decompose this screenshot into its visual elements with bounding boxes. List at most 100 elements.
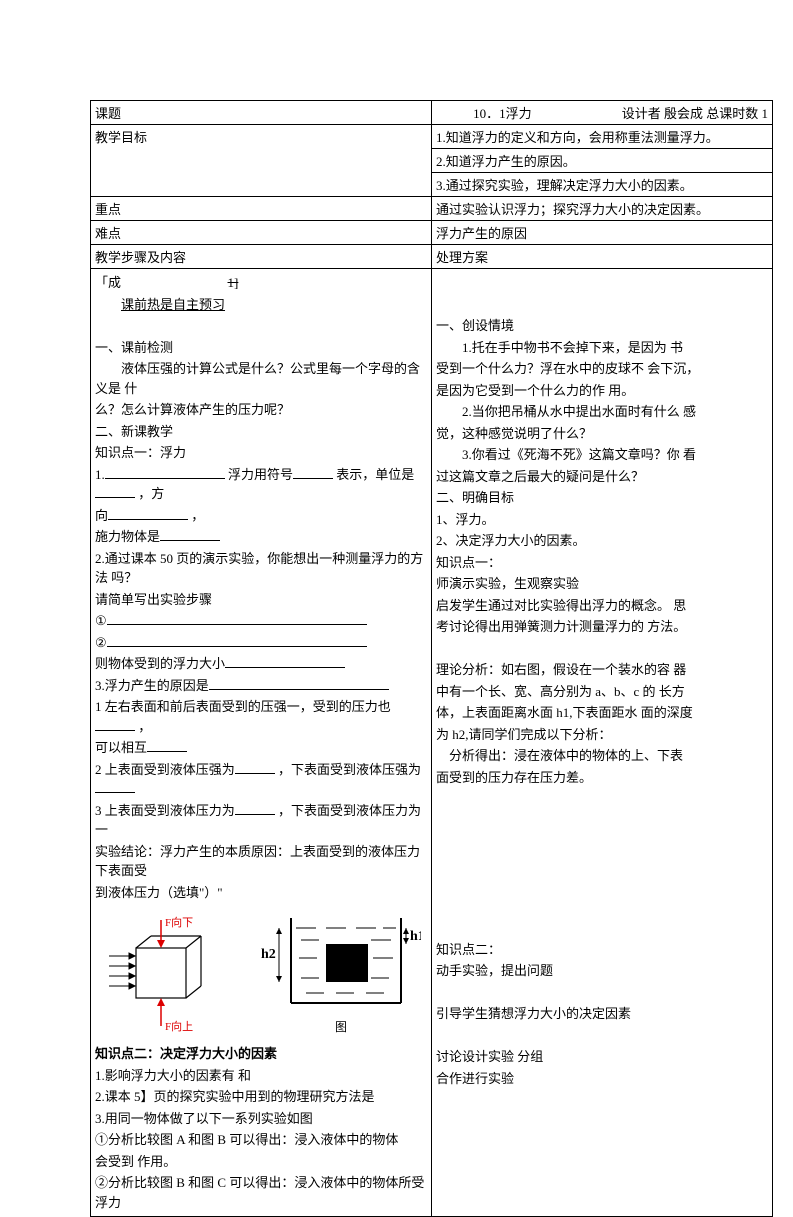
designer-name: 殷会成 [664,106,703,121]
r1-p4: 2.当你把吊桶从水中提出水面时有什么 感 [436,402,768,422]
cube-diagram: F向下 F向上 [101,908,221,1038]
h2-label: h2 [261,947,276,962]
designer-label: 设计者 [622,106,661,121]
blank [95,484,135,498]
step1-label: ① [95,613,107,628]
kp1-line5: 请简单写出实验步骤 [95,590,427,610]
kp1-line12: 实验结论：浮力产生的本质原因：上表面受到的液体压力 下表面受 [95,842,427,881]
r-kp2-l3: 讨论设计实验 分组 [436,1047,768,1067]
blank [209,676,389,690]
topic-label: 课题 [91,101,432,125]
kp1-l3a: 施力物体是 [95,529,160,544]
r-kp1: 知识点一： [436,553,768,573]
header-right: 设计者 殷会成 总课时数 1 [622,103,768,122]
blank [147,738,187,752]
keypoint-label: 重点 [91,197,432,221]
kp1-l1c: 表示，单位是 [336,467,414,482]
cheng-text: 「成 [95,275,121,290]
cheng-line: 「成 1] [95,273,427,293]
kp1-l10a: 2 上表面受到液体压强为 [95,762,235,777]
r1-p1: 1.托在手中物书不会掉下来，是因为 书 [436,338,768,358]
blank [108,506,188,520]
periods-value: 1 [762,106,769,121]
kp1-l9: 可以相互 [95,740,147,755]
tank-svg: h1 h2 [261,908,421,1018]
blank [235,801,275,815]
plan-content: 一、创设情境 1.托在手中物书不会掉下来，是因为 书 受到一个什么力？浮在水中的… [432,269,773,1217]
title-row: 10．1浮力 设计者 殷会成 总课时数 1 [432,101,773,125]
f-down-label: F向下 [165,915,193,929]
kp1-l7: 3.浮力产生的原因是 [95,678,209,693]
kp2-l4: ①分析比较图 A 和图 B 可以得出：浸入液体中的物体 [95,1130,427,1150]
r1-p5: 觉，这种感觉说明了什么？ [436,424,768,444]
sec1-p1a: 液体压强的计算公式是什么？公式里每一个字母的含义是 什 [95,359,427,398]
r-kp2-l4: 合作进行实验 [436,1069,768,1089]
kp1-line8: 1 左右表面和前后表面受到的压强一，受到的压力也 ， [95,697,427,736]
sec1-title: 一、课前检测 [95,338,427,358]
goal-1: 1.知道浮力的定义和方向，会用称重法测量浮力。 [432,125,773,149]
goal-3: 3.通过探究实验，理解决定浮力大小的因素。 [432,173,773,197]
blank [105,465,225,479]
kp1-step1: ① [95,611,427,631]
blank [225,654,345,668]
step2-label: ② [95,635,107,650]
kp1-line13: 到液体压力（选填"）" [95,883,427,903]
keypoint-text: 通过实验认识浮力；探究浮力大小的决定因素。 [432,197,773,221]
r-theory1: 理论分析：如右图，假设在一个装水的容 器 [436,660,768,680]
difficulty-text: 浮力产生的原因 [432,221,773,245]
kp1-line7: 3.浮力产生的原因是 [95,676,427,696]
r-kp2: 知识点二： [436,940,768,960]
kp1-l8b: ， [138,719,151,734]
sec1-p1b: 么？怎么计算液体产生的压力呢？ [95,400,427,420]
f-up-label: F向上 [165,1019,193,1033]
lesson-title: 10．1浮力 [436,103,569,122]
r-theory6: 面受到的压力存在压力差。 [436,768,768,788]
tank-diagram: h1 h2 图 [261,908,421,1038]
kp1-l1d: ，方 [138,486,164,501]
r-kp1-l3: 考讨论得出用弹簧测力计测量浮力的 方法。 [436,617,768,637]
kp1-l1b: 浮力用符号 [228,467,293,482]
diagram-row: F向下 F向上 [95,908,427,1038]
kp1-l10b: ，下表面受到液体压强为 [278,762,421,777]
kp2-l6: ②分析比较图 B 和图 C 可以得出：浸入液体中的物体所受浮力 [95,1173,427,1212]
one-bracket: 1] [228,275,239,290]
kp1-l6: 则物体受到的浮力大小 [95,656,225,671]
r-theory3: 体，上表面距离水面 h1,下表面距水 面的深度 [436,703,768,723]
kp1-line2: 向 ， [95,506,427,526]
kp1-line4: 2.通过课本 50 页的演示实验，你能想出一种测量浮力的方法 吗？ [95,549,427,588]
tu-label: 图 [261,1018,421,1035]
kp1-line6: 则物体受到的浮力大小 [95,654,427,674]
r1-p7: 过这篇文章之后最大的疑问是什么？ [436,467,768,487]
preheat-text: 课前热是自主预习 [121,297,225,312]
kp1-line9: 可以相互 [95,738,427,758]
r-kp2-l1: 动手实验，提出问题 [436,961,768,981]
kp1-step2: ② [95,633,427,653]
r-kp1-l2: 启发学生通过对比实验得出浮力的概念。 思 [436,596,768,616]
blank [95,779,135,793]
r-kp1-l1: 师演示实验，生观察实验 [436,574,768,594]
r-kp2-l2: 引导学生猜想浮力大小的决定因素 [436,1004,768,1024]
r1-p3: 是因为它受到一个什么力的作 用。 [436,381,768,401]
cube-svg: F向下 F向上 [101,908,221,1038]
steps-header: 教学步骤及内容 [91,245,432,269]
preheat-title: 课前热是自主预习 [95,295,427,315]
sec2-title: 二、新课教学 [95,422,427,442]
submerged-block [326,944,368,982]
blank [160,527,220,541]
kp1-line11: 3 上表面受到液体压力为 ，下表面受到液体压力为一 [95,801,427,840]
r1-title: 一、创设情境 [436,316,768,336]
kp1-title: 知识点一：浮力 [95,443,427,463]
r2-l1: 1、浮力。 [436,510,768,530]
r1-p6: 3.你看过《死海不死》这篇文章吗？你 看 [436,445,768,465]
h1-label: h1 [410,929,421,944]
difficulty-label: 难点 [91,221,432,245]
kp2-l3: 3.用同一物体做了以下一系列实验如图 [95,1109,427,1129]
kp1-l2a: 向 [95,508,108,523]
r2-title: 二、明确目标 [436,488,768,508]
r-theory4: 为 h2,请同学们完成以下分析： [436,725,768,745]
goals-label: 教学目标 [91,125,432,197]
blank [107,633,367,647]
kp1-l2b: ， [191,508,204,523]
kp2-l5: 会受到 作用。 [95,1152,427,1172]
blank [235,760,275,774]
